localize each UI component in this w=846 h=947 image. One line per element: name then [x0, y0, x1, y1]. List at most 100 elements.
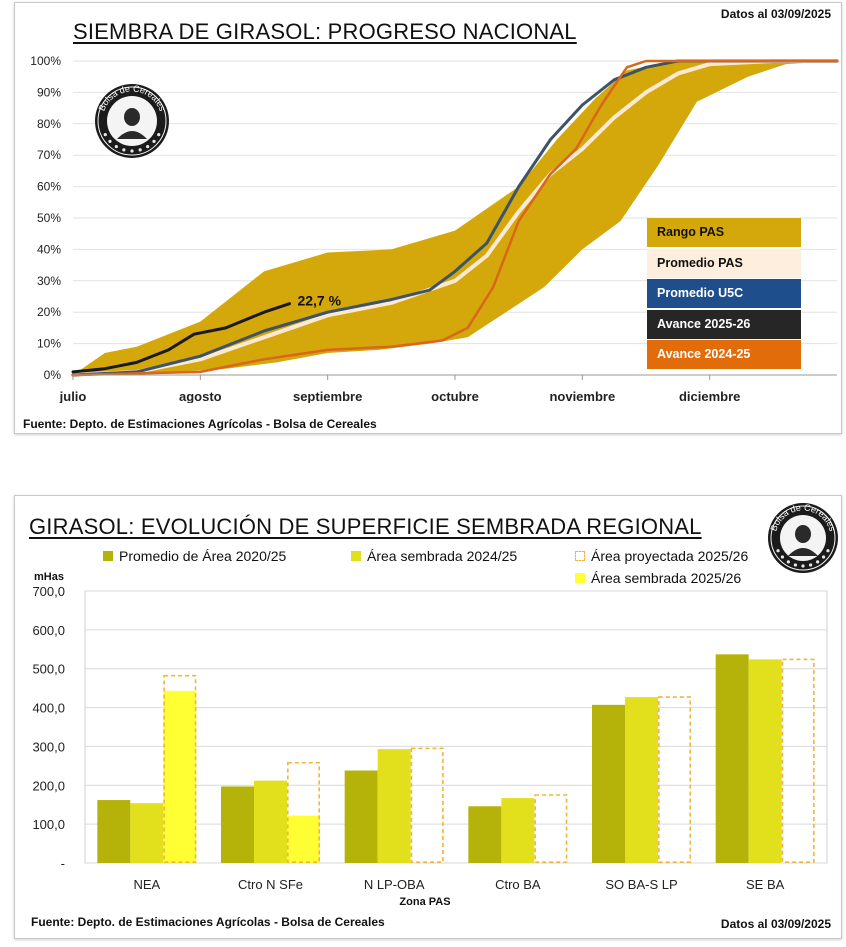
- x-tick-label: septiembre: [293, 389, 362, 403]
- bar-proyectada-2025: [410, 747, 444, 864]
- progress-chart: 0% 10% 20% 30% 40% 50% 60% 70% 80% 90% 100% julio ag…: [30, 54, 839, 403]
- legend-swatch: [575, 573, 585, 583]
- legend-promedio-2020-25: Promedio de Área 2020/25: [103, 548, 286, 564]
- x-tick-label: noviembre: [549, 389, 615, 403]
- logo-laurel-leaf: [157, 133, 161, 137]
- area-chart-title: GIRASOL: EVOLUCIÓN DE SUPERFICIE SEMBRAD…: [29, 514, 702, 539]
- y-tick-label: 700,0: [32, 584, 65, 599]
- x-tick-label: julio: [59, 389, 87, 403]
- legend-label: Área sembrada 2024/25: [367, 548, 518, 564]
- bar-promedio: [592, 704, 625, 863]
- legend-rango-pas: Rango PAS: [647, 218, 801, 247]
- logo-portrait-body: [788, 548, 818, 556]
- logo-laurel-leaf: [776, 549, 780, 553]
- y-tick-label: 500,0: [32, 662, 65, 677]
- legend-label: Área proyectada 2025/26: [591, 548, 749, 564]
- range-pas-area: [73, 61, 837, 375]
- y-tick-label: 400,0: [32, 701, 65, 716]
- logo-laurel-leaf: [826, 549, 830, 553]
- category-label: Ctro N SFe: [238, 877, 303, 892]
- x-tick-label: octubre: [431, 389, 479, 403]
- bar-promedio: [344, 770, 378, 863]
- y-tick-label: 30%: [37, 274, 61, 288]
- y-tick-label: 100,0: [32, 817, 65, 832]
- area-source: Fuente: Depto. de Estimaciones Agrícolas…: [31, 915, 385, 929]
- logo-laurel-leaf: [122, 148, 126, 152]
- bar-promedio: [715, 654, 749, 863]
- logo-laurel-leaf: [138, 148, 142, 152]
- legend-swatch: [575, 551, 585, 561]
- avance-annotation: 22,7 %: [297, 293, 341, 309]
- y-tick-label: 0%: [44, 368, 62, 382]
- logo-laurel-leaf: [786, 560, 790, 564]
- bolsa-cereales-logo-top: Bolsa de Cereales: [95, 83, 169, 158]
- logo-laurel-leaf: [821, 555, 826, 559]
- bar-promedio: [468, 806, 502, 863]
- category-label: SO BA-S LP: [605, 877, 677, 892]
- logo-laurel-leaf: [152, 139, 156, 143]
- avance-2024-25-line: [71, 59, 839, 377]
- progress-date-label: Datos al 03/09/2025: [720, 7, 831, 21]
- logo-laurel-leaf: [108, 139, 112, 143]
- bolsa-cereales-logo-bottom: Bolsa de Cereales: [768, 502, 838, 573]
- bar-sembrada-2024: [130, 803, 164, 863]
- progress-source: Fuente: Depto. de Estimaciones Agrícolas…: [23, 417, 377, 431]
- y-tick-label: -: [61, 856, 65, 871]
- bar-sembrada-2024: [625, 697, 658, 863]
- promedio-pas-line: [71, 59, 839, 377]
- y-tick-label: 90%: [37, 85, 61, 99]
- bar-promedio: [221, 786, 254, 863]
- logo-laurel-leaf: [801, 564, 805, 568]
- logo-laurel-leaf: [130, 149, 134, 153]
- legend-promedio-u5c: Promedio U5C: [647, 279, 801, 308]
- progress-chart-panel: SIEMBRA DE GIRASOL: PROGRESO NACIONAL Da…: [14, 2, 842, 434]
- bar-sembrada-2025: [163, 690, 197, 863]
- legend-sembrada-2024-25: Área sembrada 2024/25: [351, 548, 517, 564]
- y-tick-label: 10%: [37, 337, 61, 351]
- y-tick-label: 600,0: [32, 623, 65, 638]
- logo-laurel-leaf: [114, 144, 118, 149]
- logo-laurel-leaf: [146, 144, 150, 149]
- y-tick-label: 80%: [37, 117, 61, 131]
- logo-laurel-leaf: [793, 563, 797, 567]
- x-tick-label: agosto: [179, 389, 222, 403]
- bar-proyectada-2025: [534, 794, 568, 863]
- bar-proyectada-2025: [657, 696, 691, 863]
- legend-label: Promedio de Área 2020/25: [119, 548, 287, 564]
- y-tick-label: 70%: [37, 148, 61, 162]
- legend-avance-2024-25: Avance 2024-25: [647, 340, 801, 369]
- legend-proyectada-2025-26: Área proyectada 2025/26: [575, 548, 748, 564]
- logo-portrait-head: [795, 525, 811, 543]
- y-tick-label: 50%: [37, 211, 61, 225]
- legend-swatch: [103, 551, 113, 561]
- legend-sembrada-2025-26: Área sembrada 2025/26: [575, 570, 741, 586]
- y-axis-label: mHas: [34, 571, 64, 583]
- category-label: NEA: [133, 877, 160, 892]
- area-chart: - 100,0 200,0 300,0 400,0 500,0 600,0 700,0mHas…: [32, 502, 838, 908]
- legend-swatch: [351, 551, 361, 561]
- area-date-label: Datos al 03/09/2025: [720, 917, 831, 931]
- bar-sembrada-2025: [287, 815, 320, 863]
- category-label: SE BA: [746, 877, 785, 892]
- y-tick-label: 60%: [37, 180, 61, 194]
- logo-laurel-leaf: [103, 133, 107, 137]
- bar-promedio: [97, 800, 131, 863]
- y-tick-label: 40%: [37, 242, 61, 256]
- legend-promedio-pas: Promedio PAS: [647, 248, 801, 278]
- y-tick-label: 200,0: [32, 778, 65, 793]
- avance-2025-26-line: [71, 302, 291, 374]
- y-tick-label: 300,0: [32, 739, 65, 754]
- logo-rim: [97, 86, 167, 156]
- category-label: N LP-OBA: [364, 877, 425, 892]
- category-label: Ctro BA: [495, 877, 541, 892]
- x-tick-label: diciembre: [679, 389, 740, 403]
- bar-sembrada-2024: [254, 780, 287, 863]
- logo-laurel-leaf: [780, 555, 785, 559]
- legend-avance-2025-26: Avance 2025-26: [647, 309, 801, 339]
- legend-label: Área sembrada 2025/26: [591, 570, 742, 586]
- bar-sembrada-2024: [501, 798, 535, 863]
- bar-proyectada-2025: [781, 658, 815, 863]
- logo-laurel-leaf: [809, 563, 813, 567]
- logo-laurel-leaf: [816, 560, 820, 564]
- logo-portrait-body: [117, 131, 147, 139]
